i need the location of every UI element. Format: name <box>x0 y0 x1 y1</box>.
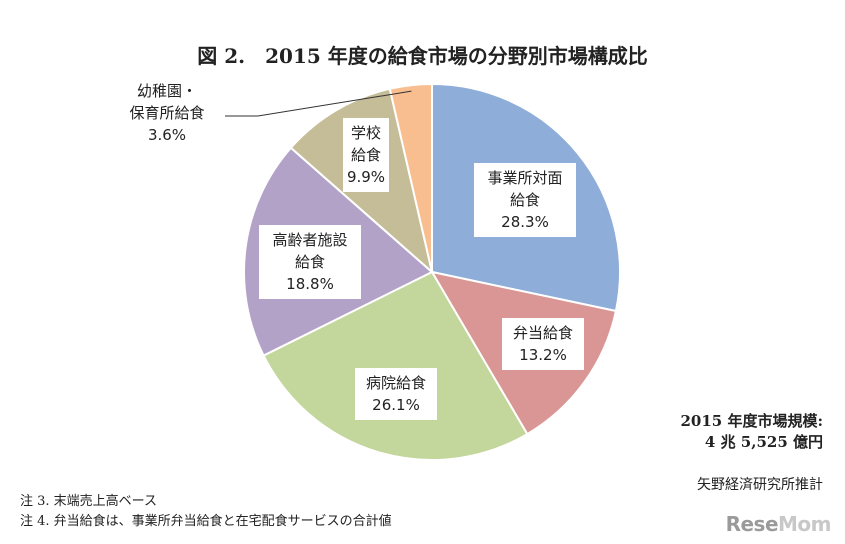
resemom-logo: ReseMom <box>725 512 832 536</box>
slice-value-text: 26.1% <box>372 396 420 414</box>
slice-value-text: 28.3% <box>501 213 549 231</box>
slice-category-text: 学校 <box>351 124 381 142</box>
market-size-summary: 2015 年度市場規模: 4 兆 5,525 億円 <box>680 411 823 453</box>
slice-category-text: 幼稚園・ <box>137 82 197 100</box>
data-label-box <box>343 118 389 192</box>
slice-category-text: 給食 <box>351 146 381 164</box>
slice-category-text: 病院給食 <box>366 374 426 392</box>
data-label-bento: 弁当給食 13.2% <box>502 318 584 370</box>
slice-category-text: 給食 <box>295 253 325 271</box>
chart-title: 図 2. 2015 年度の給食市場の分野別市場構成比 <box>197 44 648 68</box>
data-label-box <box>355 368 437 420</box>
slice-value-text: 13.2% <box>519 346 567 364</box>
footnotes: 注 3. 末端売上高ベース 注 4. 弁当給食は、事業所弁当給食と在宅配食サービ… <box>20 492 392 532</box>
slice-category-text: 保育所給食 <box>129 104 204 122</box>
data-label-box <box>502 318 584 370</box>
market-size-label: 2015 年度市場規模: <box>680 412 823 430</box>
slice-category-text: 事業所対面 <box>487 169 562 187</box>
data-label-hospital: 病院給食 26.1% <box>355 368 437 420</box>
data-label-box <box>259 225 361 299</box>
slice-category-text: 弁当給食 <box>513 324 573 342</box>
data-label-nursery: 幼稚園・保育所給食 3.6% <box>129 82 204 144</box>
source-note: 矢野経済研究所推計 <box>697 477 823 493</box>
pie-slice-hospital <box>262 270 529 461</box>
pie-slice-nursery <box>388 82 433 273</box>
leader-line-nursery <box>225 90 412 117</box>
slice-value-text: 3.6% <box>148 126 186 144</box>
slice-category-text: 給食 <box>510 191 540 209</box>
slice-value-text: 9.9% <box>347 168 385 186</box>
footnote-4: 注 4. 弁当給食は、事業所弁当給食と在宅配食サービスの合計値 <box>20 514 392 529</box>
slice-value-text: 18.8% <box>286 275 334 293</box>
market-size-value: 4 兆 5,525 億円 <box>704 433 823 451</box>
data-label-box <box>474 163 576 237</box>
slice-category-text: 高齢者施設 <box>272 231 347 249</box>
footnote-3: 注 3. 末端売上高ベース <box>20 494 158 509</box>
